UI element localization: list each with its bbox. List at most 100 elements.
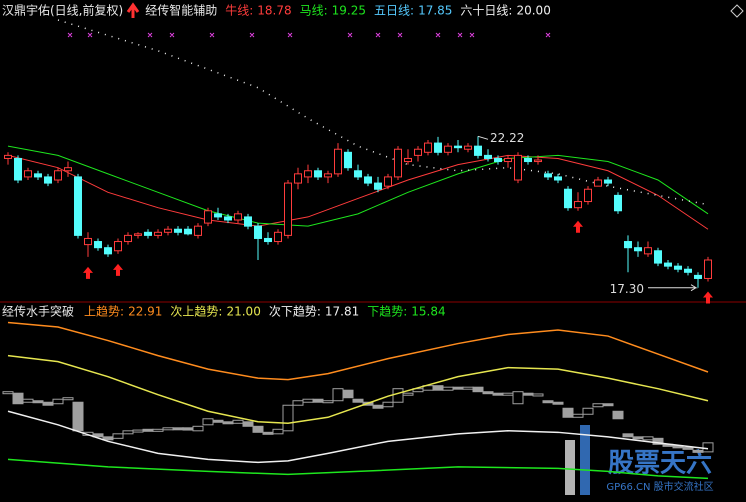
trend-box bbox=[482, 391, 494, 395]
chart-title: 经传水手突破 bbox=[2, 304, 74, 319]
series-line bbox=[7, 145, 709, 227]
candle-body bbox=[294, 173, 302, 184]
trend-box bbox=[322, 400, 334, 404]
candle-body bbox=[84, 237, 92, 246]
trend-box bbox=[242, 421, 254, 427]
trend-box bbox=[622, 433, 634, 438]
candle-body bbox=[44, 176, 52, 184]
markers bbox=[67, 32, 551, 38]
trend-box bbox=[2, 391, 14, 395]
trend-box bbox=[592, 403, 604, 408]
trend-box bbox=[182, 427, 194, 431]
trend-box bbox=[402, 392, 414, 396]
legend-name: 牛线: bbox=[225, 3, 253, 18]
candle-body bbox=[704, 259, 712, 279]
candle-body bbox=[474, 145, 482, 156]
legend-name: 上趋势: bbox=[84, 305, 124, 319]
trend-box bbox=[442, 386, 454, 391]
watermark-title: 股票天六 bbox=[608, 449, 712, 479]
trend-box bbox=[452, 386, 464, 390]
candle-body bbox=[64, 167, 72, 172]
candle-body bbox=[524, 157, 532, 163]
candle-body bbox=[174, 228, 182, 233]
chart-subtitle: 经传智能辅助 bbox=[145, 3, 217, 18]
trend-box bbox=[312, 398, 324, 403]
candle-body bbox=[154, 231, 162, 236]
candle-body bbox=[444, 145, 452, 153]
chart-title: 汉鼎宇佑(日线,前复权) bbox=[2, 3, 123, 18]
candle-body bbox=[454, 145, 462, 149]
trend-box bbox=[222, 421, 234, 425]
candle-body bbox=[434, 142, 442, 153]
trend-box bbox=[692, 449, 704, 453]
trend-box bbox=[152, 428, 164, 432]
toggle-icon[interactable] bbox=[730, 4, 744, 18]
trend-box bbox=[512, 391, 524, 405]
candle-body bbox=[384, 176, 392, 187]
series-line bbox=[7, 154, 709, 230]
trend-box bbox=[492, 392, 504, 396]
candle-body bbox=[284, 182, 292, 236]
candle-body bbox=[514, 154, 522, 181]
watermark-bar bbox=[580, 425, 590, 495]
trend-box bbox=[612, 410, 624, 420]
candle-body bbox=[34, 173, 42, 178]
trend-box bbox=[62, 397, 74, 401]
legend-value: 17.81 bbox=[325, 305, 359, 319]
annotation: 17.30 bbox=[610, 282, 644, 296]
candle-body bbox=[74, 176, 82, 236]
candle-body bbox=[484, 154, 492, 159]
candle-body bbox=[394, 148, 402, 178]
trend-box bbox=[282, 404, 294, 432]
candle-body bbox=[364, 176, 372, 184]
trend-box bbox=[522, 392, 534, 396]
series-line bbox=[7, 458, 709, 480]
signal-arrow bbox=[113, 263, 123, 276]
series-line bbox=[7, 410, 709, 464]
trend-box bbox=[372, 404, 384, 409]
candle-body bbox=[544, 173, 552, 178]
trend-box bbox=[92, 433, 104, 438]
candle-body bbox=[554, 176, 562, 181]
candle-body bbox=[374, 182, 382, 190]
candle-body bbox=[404, 157, 412, 163]
trend-box bbox=[32, 400, 44, 404]
watermark-bar bbox=[565, 440, 575, 495]
candle-body bbox=[94, 241, 102, 249]
trend-box bbox=[232, 419, 244, 424]
trend-box bbox=[212, 419, 224, 423]
candle-body bbox=[104, 247, 112, 255]
candle-body bbox=[324, 173, 332, 178]
watermark-subtitle: GP66.CN 股市交流社区 bbox=[606, 480, 713, 493]
trend-box bbox=[702, 442, 714, 453]
trend-box bbox=[462, 386, 474, 390]
candle-body bbox=[304, 170, 312, 178]
candle-body bbox=[344, 151, 352, 169]
trend-box bbox=[572, 413, 584, 418]
trend-box bbox=[22, 398, 34, 403]
candle-body bbox=[684, 268, 692, 273]
trend-box bbox=[202, 418, 214, 426]
candle-body bbox=[674, 265, 682, 270]
candle-body bbox=[194, 225, 202, 236]
trend-box bbox=[12, 392, 24, 405]
trend-box bbox=[102, 436, 114, 441]
trend-box bbox=[352, 398, 364, 403]
candle-body bbox=[124, 234, 132, 243]
trend-box bbox=[682, 446, 694, 450]
legend-value: 22.91 bbox=[128, 305, 162, 319]
trend-box bbox=[162, 427, 174, 431]
trend-box bbox=[172, 427, 184, 431]
trend-box bbox=[332, 388, 344, 402]
candle-body bbox=[654, 250, 662, 264]
candle-body bbox=[164, 228, 172, 233]
trend-box bbox=[192, 425, 204, 432]
legend-value: 21.00 bbox=[226, 305, 260, 319]
signal-icon bbox=[126, 2, 140, 18]
candle-body bbox=[224, 216, 232, 221]
trend-box bbox=[562, 407, 574, 418]
candle-body bbox=[184, 228, 192, 235]
trend-box bbox=[252, 425, 264, 433]
trend-box bbox=[122, 430, 134, 435]
